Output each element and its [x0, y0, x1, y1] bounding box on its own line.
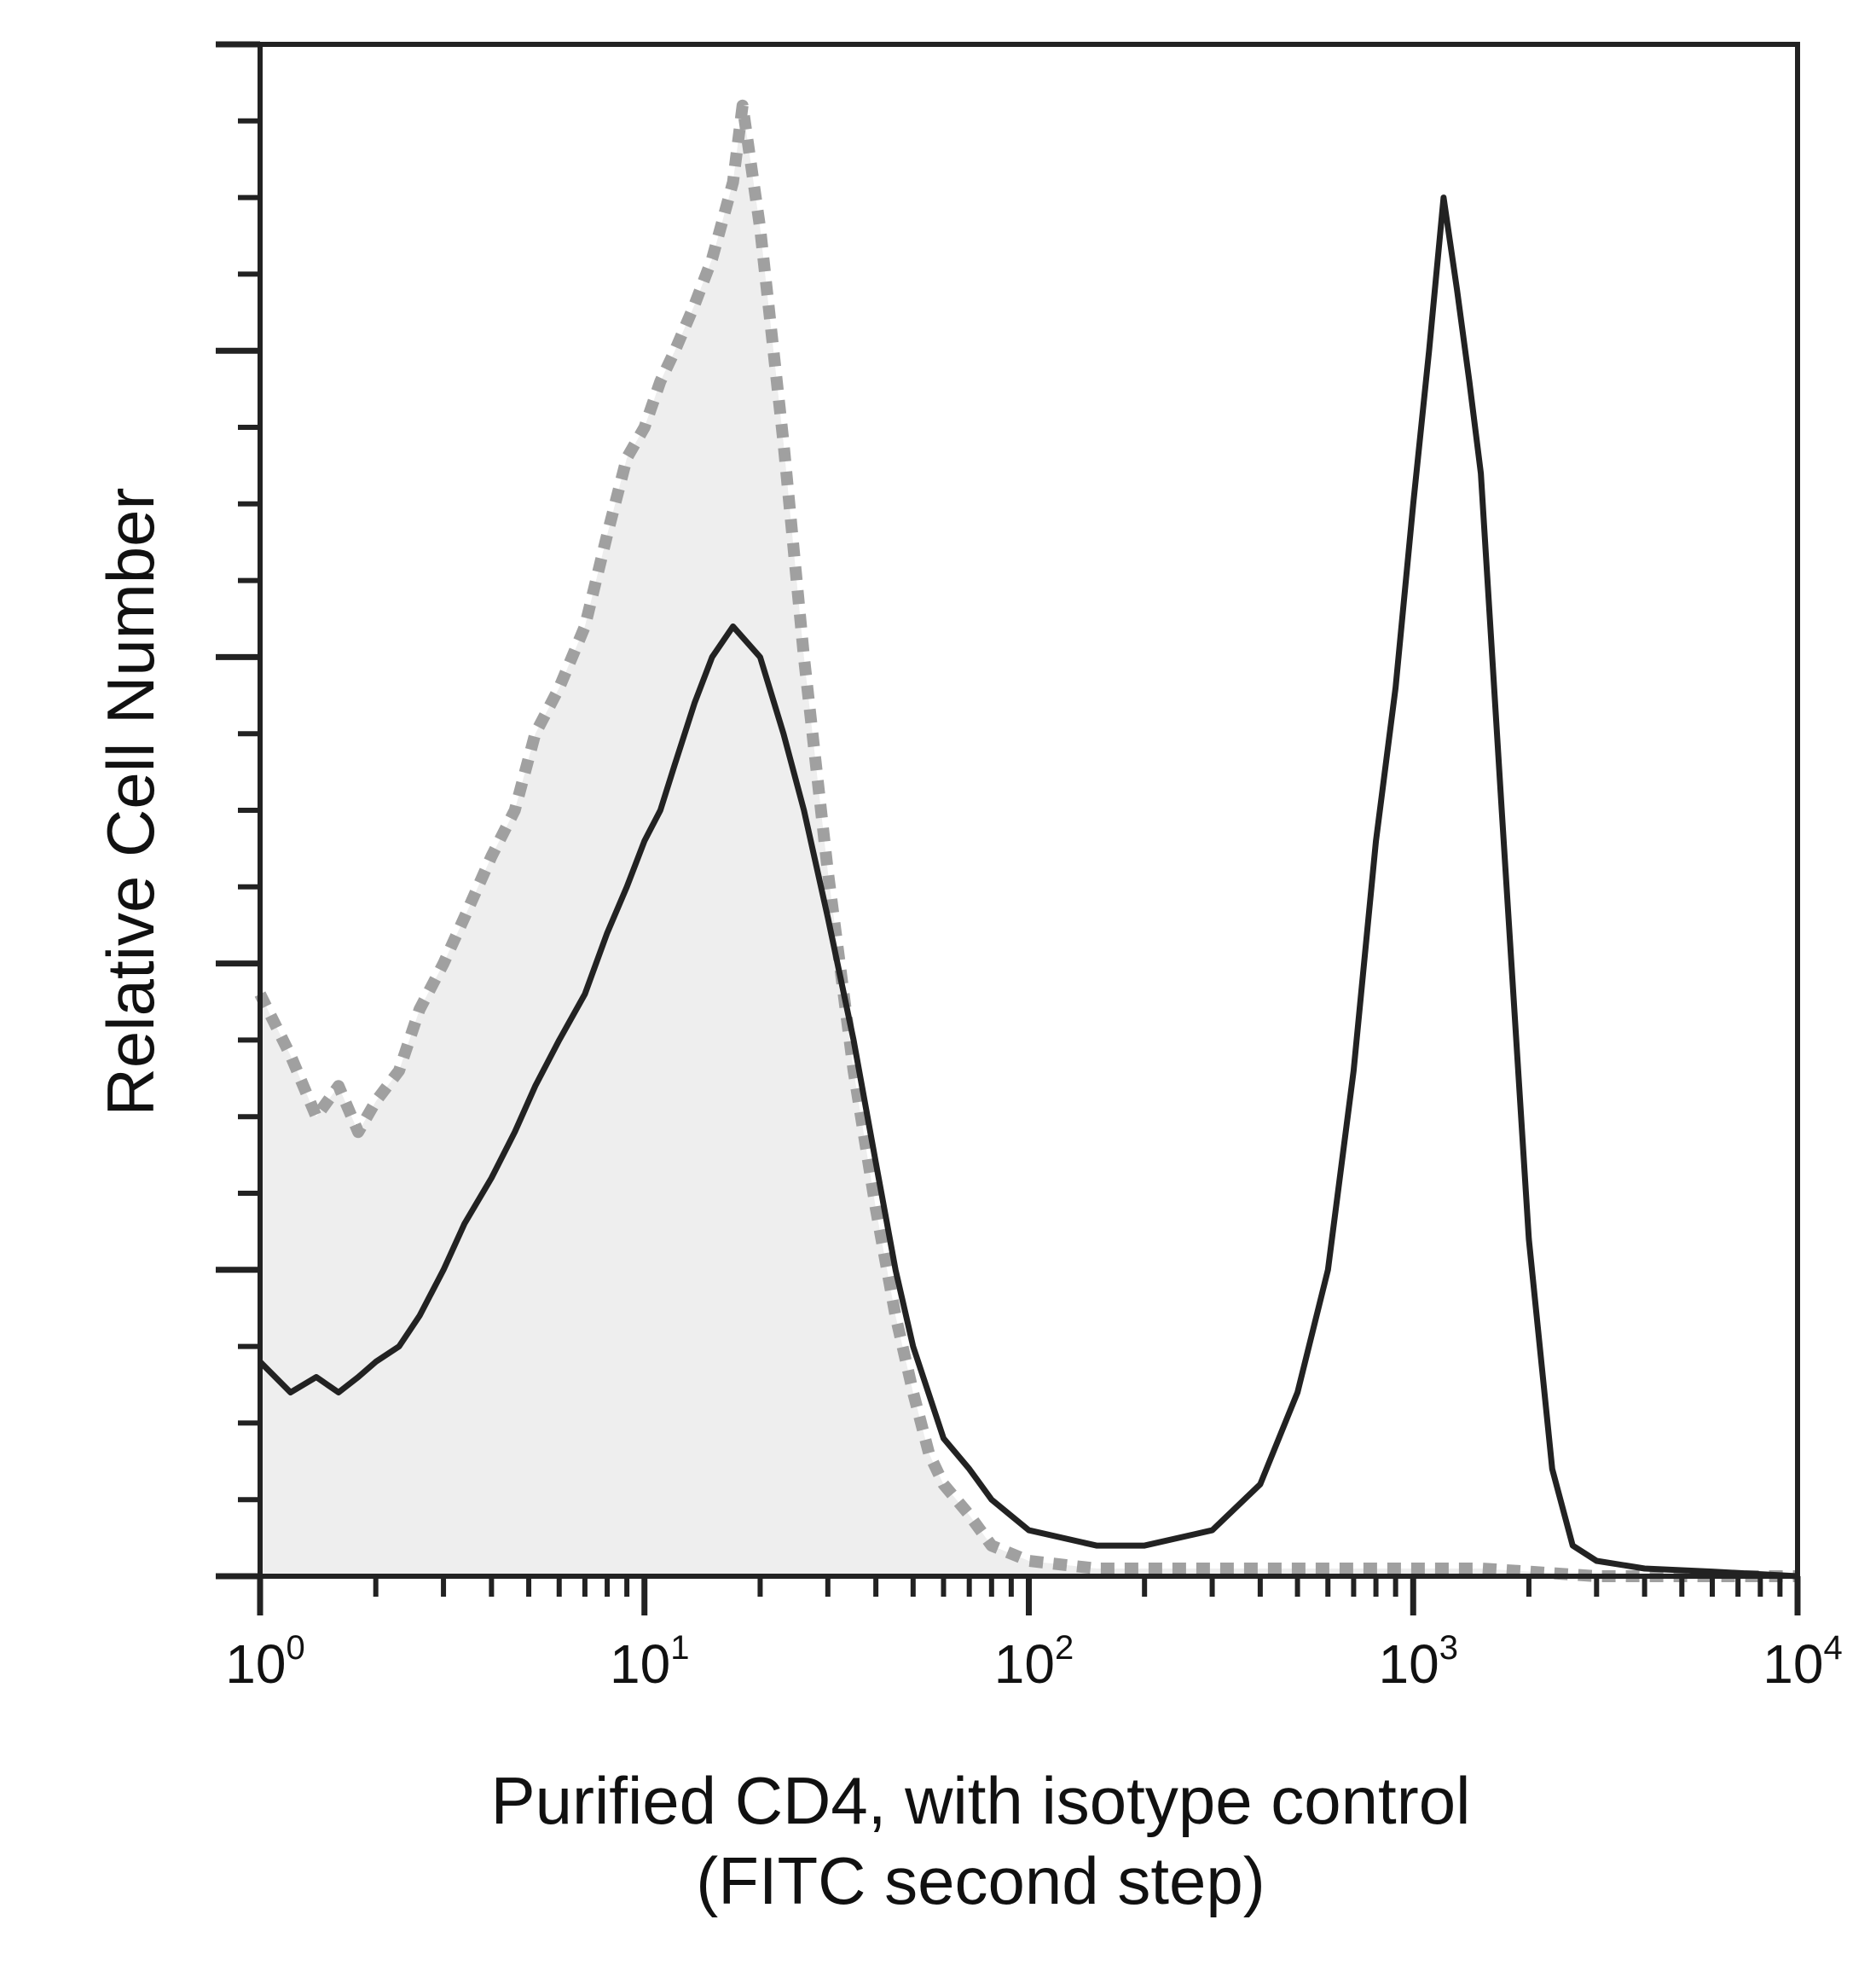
series-0-line — [254, 99, 1798, 1582]
x-axis-title: Purified CD4, with isotype control — [491, 1763, 1471, 1838]
x-tick-label: 103 — [1379, 1629, 1458, 1695]
x-axis-title-line2: (FITC second step) — [696, 1843, 1265, 1918]
x-tick-label: 102 — [994, 1629, 1074, 1695]
series-1-line — [258, 194, 1798, 1580]
x-tick-label: 101 — [610, 1629, 689, 1695]
axes-layer: 100 101 102 103 104 — [216, 41, 1843, 1695]
series-layer — [254, 99, 1798, 1582]
series-0-fill — [260, 105, 1798, 1576]
x-tick-label: 104 — [1763, 1629, 1842, 1695]
y-axis-title: Relative Cell Number — [93, 488, 168, 1116]
labels-layer: Purified CD4, with isotype control (FITC… — [93, 488, 1470, 1918]
x-tick-label: 100 — [225, 1629, 304, 1695]
